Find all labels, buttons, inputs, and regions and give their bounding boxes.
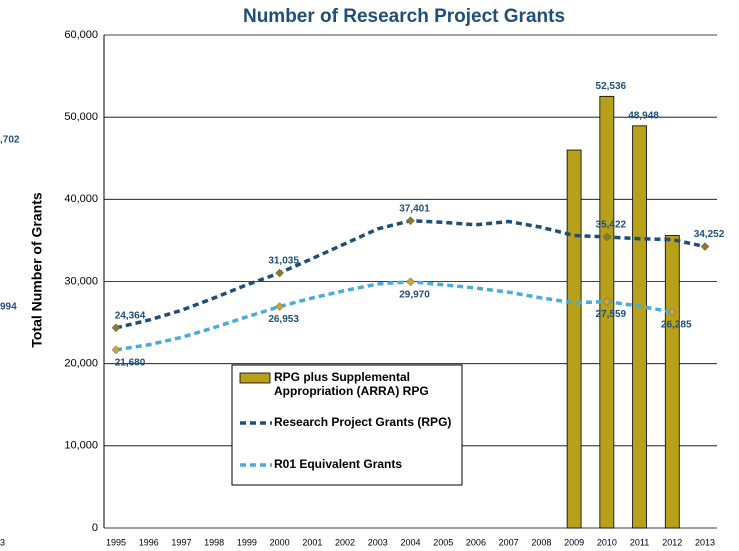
y-tick-label: 10,000 [64,440,98,452]
x-tick-label: 2003 [368,537,388,547]
fragment: 3 [0,537,5,547]
x-tick-label: 1995 [106,537,126,547]
fragment: 994 [0,302,17,313]
point-marker [275,268,284,278]
y-tick-label: 30,000 [64,275,98,287]
legend-line: RPG plus Supplemental [274,370,410,384]
data-label: 52,536 [596,81,627,92]
x-tick-label: 2013 [695,537,715,547]
x-tick-label: 2002 [335,537,355,547]
y-tick-label: 40,000 [64,193,98,205]
x-tick-label: 2009 [564,537,584,547]
data-label: 29,970 [399,289,430,300]
x-tick-label: 2004 [400,537,420,547]
bar [599,95,615,529]
data-label: 35,422 [596,220,627,231]
x-tick-label: 1997 [171,537,191,547]
data-label: 27,559 [596,309,627,320]
legend-swatch [239,372,271,384]
chart-title: Number of Research Project Grants [243,6,565,27]
point-marker [602,297,612,306]
legend-line: Appropriation (ARRA) RPG [274,384,429,398]
fragment: ,702 [0,135,20,146]
bar [664,235,680,529]
x-tick-label: 2005 [433,537,453,547]
data-label: 26,285 [661,320,692,331]
line [115,279,673,352]
x-tick-label: 2006 [466,537,486,547]
point-marker [111,345,121,355]
y-tick-label: 60,000 [64,29,98,41]
point-marker [602,232,612,242]
point-marker [667,307,677,317]
point-marker [111,323,121,333]
x-tick-label: 1999 [237,537,257,547]
x-tick-label: 2000 [270,537,290,547]
data-label: 21,680 [115,358,146,369]
x-tick-label: 2007 [499,537,519,547]
legend-label: Research Project Grants (RPG) [274,415,451,429]
x-tick-label: 1998 [204,537,224,547]
point-marker [406,216,415,226]
bar [632,125,647,529]
x-tick-label: 1996 [139,537,159,547]
x-tick-label: 2010 [597,537,617,547]
y-axis-label: Total Number of Grants [29,192,45,348]
x-tick-label: 2011 [630,537,649,547]
point-marker [406,277,415,287]
data-label: 37,401 [399,203,430,214]
x-tick-label: 2001 [302,537,322,547]
data-label: 48,948 [628,110,659,121]
x-tick-label: 2008 [531,537,551,547]
bar [566,149,582,529]
legend-label: R01 Equivalent Grants [274,457,402,471]
data-label: 31,035 [268,256,299,267]
y-tick-label: 20,000 [64,358,98,370]
data-label: 26,953 [268,314,299,325]
data-label: 24,364 [115,310,146,321]
legend-label: RPG plus Supplemental Appropriation (ARRA… [274,370,429,398]
point-marker [700,242,710,251]
point-marker [275,302,284,311]
data-label: 34,252 [694,229,725,240]
x-tick-label: 2012 [662,537,682,547]
y-tick-label: 50,000 [64,111,98,123]
y-tick-label: 0 [92,522,98,534]
